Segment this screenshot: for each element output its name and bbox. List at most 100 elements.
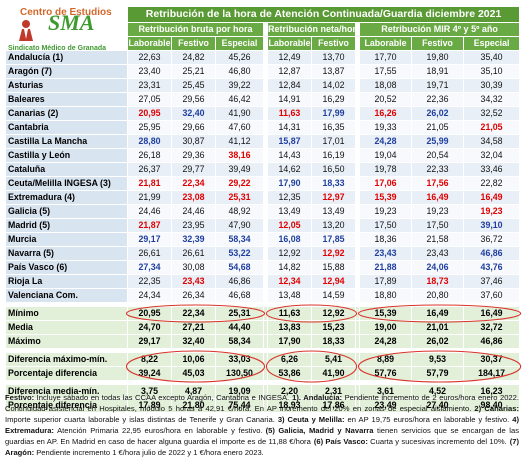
table-row: Cantabria 25,95 29,66 47,60 14,31 16,35 19,33 2… xyxy=(5,120,521,135)
note-text: tienen servicios que se encargan de las … xyxy=(5,426,519,446)
cell: 26,18 xyxy=(127,148,172,163)
cell: 16,23 xyxy=(462,384,521,399)
logo-union: Sindicato Médico de Granada xyxy=(8,45,107,51)
row-label: Baleares xyxy=(5,92,128,107)
cell: 30,37 xyxy=(462,352,521,367)
row-label: Canarias (2) xyxy=(5,106,128,121)
cell: 98,40 xyxy=(462,398,521,413)
cell: 13,20 xyxy=(311,218,356,233)
pay-table: Centro de Estudios SMA Sindicato Médico de… xyxy=(5,6,521,413)
cell: 17,89 xyxy=(359,274,412,289)
row-label: Rioja La xyxy=(5,274,128,289)
cell: 12,05 xyxy=(267,218,312,233)
cell: 23,49 xyxy=(359,398,412,413)
cell: 20,95 xyxy=(127,106,172,121)
cell: 48,92 xyxy=(215,204,264,219)
cell: 14,02 xyxy=(311,78,356,93)
cell: 15,88 xyxy=(311,260,356,275)
cell: 34,58 xyxy=(462,134,521,149)
cell: 57,76 xyxy=(359,366,412,381)
cell: 21,87 xyxy=(127,218,172,233)
row-label: Andalucía (1) xyxy=(5,50,128,65)
cell: 24,06 xyxy=(411,260,464,275)
cell: 21,58 xyxy=(411,232,464,247)
cell: 26,61 xyxy=(127,246,172,261)
table-row: Rioja La 22,35 23,43 46,86 12,34 12,94 17,89 18… xyxy=(5,274,521,289)
cell: 9,53 xyxy=(411,352,464,367)
cell: 58,34 xyxy=(215,334,264,349)
cell: 46,80 xyxy=(215,64,264,79)
table-row: País Vasco (6) 27,34 30,08 54,68 14,82 15,88 2… xyxy=(5,260,521,275)
table-row: Andalucía (1) 22,63 24,82 45,26 12,49 13,70 17… xyxy=(5,50,521,65)
row-label: Diferencia media-mín. xyxy=(5,384,128,399)
cell: 18,33 xyxy=(311,176,356,191)
cell: 41,90 xyxy=(215,106,264,121)
cell: 14,43 xyxy=(267,148,312,163)
row-label: Castilla La Mancha xyxy=(5,134,128,149)
table-row: Asturias 23,31 25,45 39,22 12,84 14,02 18,08 19… xyxy=(5,78,521,93)
cell: 6,26 xyxy=(267,352,312,367)
cell: 23,40 xyxy=(127,64,172,79)
cell: 75,44 xyxy=(215,398,264,413)
note-heading: 4) Extremadura: xyxy=(5,415,519,435)
cell: 25,95 xyxy=(127,120,172,135)
row-label: Murcia xyxy=(5,232,128,247)
cell: 18,91 xyxy=(411,64,464,79)
cell: 18,08 xyxy=(359,78,412,93)
cell: 29,36 xyxy=(171,148,216,163)
row-label: Porcentaje diferencia xyxy=(5,398,128,413)
cell: 12,97 xyxy=(311,190,356,205)
cell: 43,76 xyxy=(462,260,521,275)
row-label: Cantabria xyxy=(5,120,128,135)
cell: 53,22 xyxy=(215,246,264,261)
logo-mark: SMA xyxy=(48,10,95,35)
cell: 17,70 xyxy=(359,50,412,65)
note-text: Cuarta y sucesivas incremento del 10%. xyxy=(367,437,507,446)
note: 2) Canarias: Importe superior cuarta lab… xyxy=(5,404,519,424)
cell: 13,49 xyxy=(267,204,312,219)
cell: 12,94 xyxy=(311,274,356,289)
cell: 24,34 xyxy=(127,288,172,303)
cell: 39,49 xyxy=(215,162,264,177)
cell: 33,46 xyxy=(462,162,521,177)
table-row: Madrid (5) 21,87 23,95 47,90 12,05 13,20 17,50… xyxy=(5,218,521,233)
cell: 29,66 xyxy=(171,120,216,135)
cell: 22,34 xyxy=(171,176,216,191)
row-label: Diferencia máximo-mín. xyxy=(5,352,128,367)
note: (6) País Vasco: Cuarta y sucesivas incre… xyxy=(314,437,507,446)
logo-figure xyxy=(19,20,33,41)
cell: 14,31 xyxy=(267,120,312,135)
column-header: Festivo xyxy=(411,36,464,51)
table-body: Centro de Estudios SMA Sindicato Médico de… xyxy=(5,6,521,413)
cell: 16,29 xyxy=(311,92,356,107)
logo: Centro de Estudios SMA Sindicato Médico de… xyxy=(5,6,128,51)
cell: 17,90 xyxy=(267,176,312,191)
cell: 35,10 xyxy=(462,64,521,79)
cell: 53,86 xyxy=(267,366,312,381)
table-row: Valenciana Com. 24,34 26,34 46,68 13,48 14,59… xyxy=(5,288,521,303)
cell: 19,23 xyxy=(359,204,412,219)
cell: 23,31 xyxy=(127,78,172,93)
cell: 25,99 xyxy=(411,134,464,149)
table-row: Extremadura (4) 21,99 23,08 25,31 12,35 12,97… xyxy=(5,190,521,205)
cell: 22,35 xyxy=(127,274,172,289)
cell: 20,54 xyxy=(411,148,464,163)
cell: 16,49 xyxy=(462,190,521,205)
cell: 8,22 xyxy=(127,352,172,367)
note-text: Atención Primaria 22,95 euros/hora en la… xyxy=(53,426,263,435)
row-label: Castilla y León xyxy=(5,148,128,163)
cell: 17,90 xyxy=(267,334,312,349)
cell: 16,49 xyxy=(462,306,521,321)
cell: 14,62 xyxy=(267,162,312,177)
cell: 19,80 xyxy=(411,50,464,65)
cell: 46,86 xyxy=(462,334,521,349)
cell: 39,10 xyxy=(462,218,521,233)
cell: 46,42 xyxy=(215,92,264,107)
row-label: Galicia (5) xyxy=(5,204,128,219)
cell: 22,34 xyxy=(171,306,216,321)
cell: 27,05 xyxy=(127,92,172,107)
cell: 32,04 xyxy=(462,148,521,163)
cell: 29,17 xyxy=(127,334,172,349)
cell: 4,87 xyxy=(171,384,216,399)
